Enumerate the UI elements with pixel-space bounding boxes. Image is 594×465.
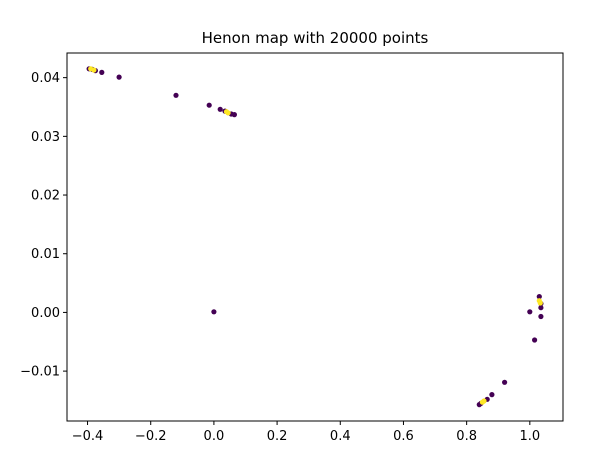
data-point [217, 106, 223, 112]
data-point [116, 74, 122, 80]
x-axis: −0.4 −0.2 0.0 0.2 0.4 0.6 0.8 1.0 [72, 421, 540, 444]
x-tick-label: −0.2 [135, 429, 167, 444]
y-tick-label: −0.01 [20, 365, 60, 380]
data-point [536, 294, 542, 300]
chart-title: Henon map with 20000 points [202, 29, 429, 47]
data-point [538, 313, 544, 320]
plot-frame [66, 52, 564, 422]
data-point [173, 92, 179, 98]
data-point [537, 300, 543, 306]
x-tick-label: −0.4 [72, 429, 104, 444]
data-point [211, 309, 217, 315]
data-point [99, 69, 105, 75]
data-point [225, 110, 231, 116]
data-point [527, 309, 533, 315]
data-point [538, 305, 544, 311]
y-axis: −0.01 0.00 0.01 0.02 0.03 0.04 [20, 71, 67, 380]
data-point [206, 102, 212, 108]
y-tick-label: 0.04 [31, 71, 60, 86]
x-tick-label: 0.6 [393, 429, 414, 444]
x-tick-label: 0.2 [267, 429, 288, 444]
data-point [532, 337, 538, 343]
x-tick-label: 0.4 [330, 429, 351, 444]
y-tick-label: 0.01 [31, 247, 60, 262]
y-tick-label: 0.02 [31, 189, 60, 204]
data-point [489, 392, 495, 398]
x-tick-label: 0.8 [456, 429, 477, 444]
data-point [231, 112, 237, 118]
y-tick-label: 0.00 [31, 306, 60, 321]
data-point [502, 379, 508, 385]
data-point [91, 67, 97, 73]
data-point [479, 399, 485, 405]
x-tick-label: 1.0 [519, 429, 540, 444]
y-tick-label: 0.03 [31, 130, 60, 145]
scatter-points [86, 66, 544, 408]
x-tick-label: 0.0 [204, 429, 225, 444]
